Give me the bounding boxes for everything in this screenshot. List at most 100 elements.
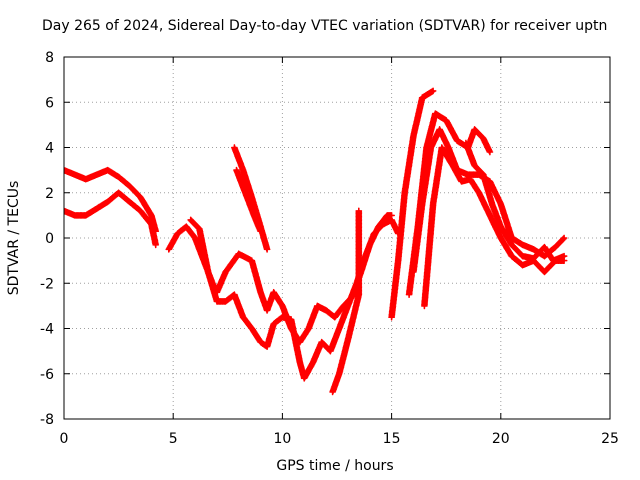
data-point: [281, 304, 284, 308]
y-axis-ticks: -8 -6 -4 -2 0 2 4 6 8: [40, 50, 610, 428]
data-point: [331, 390, 334, 394]
data-point: [488, 150, 492, 154]
data-point: [397, 259, 400, 262]
data-point: [429, 146, 433, 149]
y-tick-label: 4: [45, 141, 54, 157]
y-tick-label: 0: [45, 231, 54, 247]
data-point: [469, 178, 472, 181]
data-point: [521, 243, 524, 246]
data-point: [431, 202, 435, 206]
data-point: [333, 316, 336, 319]
x-axis-label: GPS time / hours: [276, 458, 393, 474]
data-point: [106, 200, 109, 203]
data-point: [185, 225, 188, 228]
series-markers: [462, 139, 568, 264]
data-point: [117, 175, 120, 179]
data-point: [233, 146, 236, 149]
data-point: [265, 248, 269, 251]
data-point: [357, 209, 360, 213]
data-point: [95, 173, 99, 176]
data-point: [265, 309, 269, 312]
data-point: [488, 180, 492, 183]
data-point: [490, 202, 494, 206]
data-point: [272, 322, 275, 326]
data-point: [259, 291, 262, 294]
data-point: [176, 232, 179, 235]
data-point: [224, 300, 227, 303]
data-point: [215, 300, 219, 303]
y-tick-label: 2: [45, 186, 54, 202]
data-point: [554, 245, 557, 249]
data-point: [307, 327, 310, 330]
data-point: [482, 173, 485, 176]
series-track-2: [64, 189, 160, 249]
data-point: [150, 214, 153, 217]
grid-lines: [64, 57, 610, 419]
y-tick-label: -6: [40, 367, 54, 383]
data-point: [311, 361, 315, 364]
data-point: [128, 200, 131, 203]
data-point: [139, 196, 142, 199]
y-tick-label: 6: [45, 95, 54, 111]
data-point: [372, 232, 376, 235]
series-track-12: [462, 139, 568, 264]
x-tick-label: 10: [273, 431, 291, 447]
data-point: [482, 137, 485, 140]
y-tick-label: -2: [40, 276, 54, 292]
data-point: [510, 254, 513, 258]
data-point: [303, 377, 306, 380]
data-point: [272, 291, 275, 294]
data-point: [252, 214, 256, 217]
data-point: [438, 128, 441, 131]
data-point: [167, 248, 170, 251]
x-tick-label: 20: [492, 431, 510, 447]
x-tick-label: 5: [169, 431, 178, 447]
data-point: [338, 372, 341, 375]
data-point: [320, 340, 323, 344]
series-markers: [64, 189, 160, 249]
data-series-group: [64, 87, 568, 396]
data-point: [464, 141, 468, 145]
y-tick-label: -8: [40, 412, 54, 428]
data-point: [440, 146, 443, 149]
data-point: [488, 214, 492, 217]
data-point: [521, 254, 524, 258]
data-point: [447, 146, 450, 149]
data-point: [562, 254, 566, 258]
series-track-7: [329, 207, 363, 396]
data-point: [84, 178, 88, 181]
data-point: [431, 89, 435, 93]
data-point: [198, 227, 201, 231]
data-point: [364, 254, 367, 258]
data-point: [543, 245, 546, 249]
data-point: [357, 293, 360, 296]
data-point: [73, 173, 77, 176]
data-point: [445, 119, 448, 122]
chart-title: Day 265 of 2024, Sidereal Day-to-day VTE…: [42, 18, 607, 34]
data-point: [150, 223, 153, 226]
data-point: [466, 173, 470, 176]
data-point: [259, 340, 262, 344]
series-track-10: [410, 126, 568, 276]
data-point: [381, 223, 385, 226]
data-point: [241, 316, 245, 319]
data-point: [233, 293, 236, 296]
data-point: [499, 236, 502, 240]
data-point: [390, 214, 393, 217]
series-track-6: [233, 166, 264, 235]
data-point: [338, 327, 341, 330]
data-point: [298, 340, 302, 344]
data-point: [281, 316, 284, 319]
data-point: [154, 243, 157, 246]
data-point: [407, 293, 411, 296]
data-point: [460, 180, 463, 183]
data-point: [224, 270, 227, 274]
data-point: [324, 309, 328, 312]
data-point: [521, 263, 524, 267]
data-point: [189, 218, 192, 222]
data-point: [543, 254, 546, 258]
data-point: [421, 96, 424, 99]
data-point: [259, 230, 262, 233]
data-point: [473, 164, 476, 167]
data-point: [562, 236, 566, 240]
